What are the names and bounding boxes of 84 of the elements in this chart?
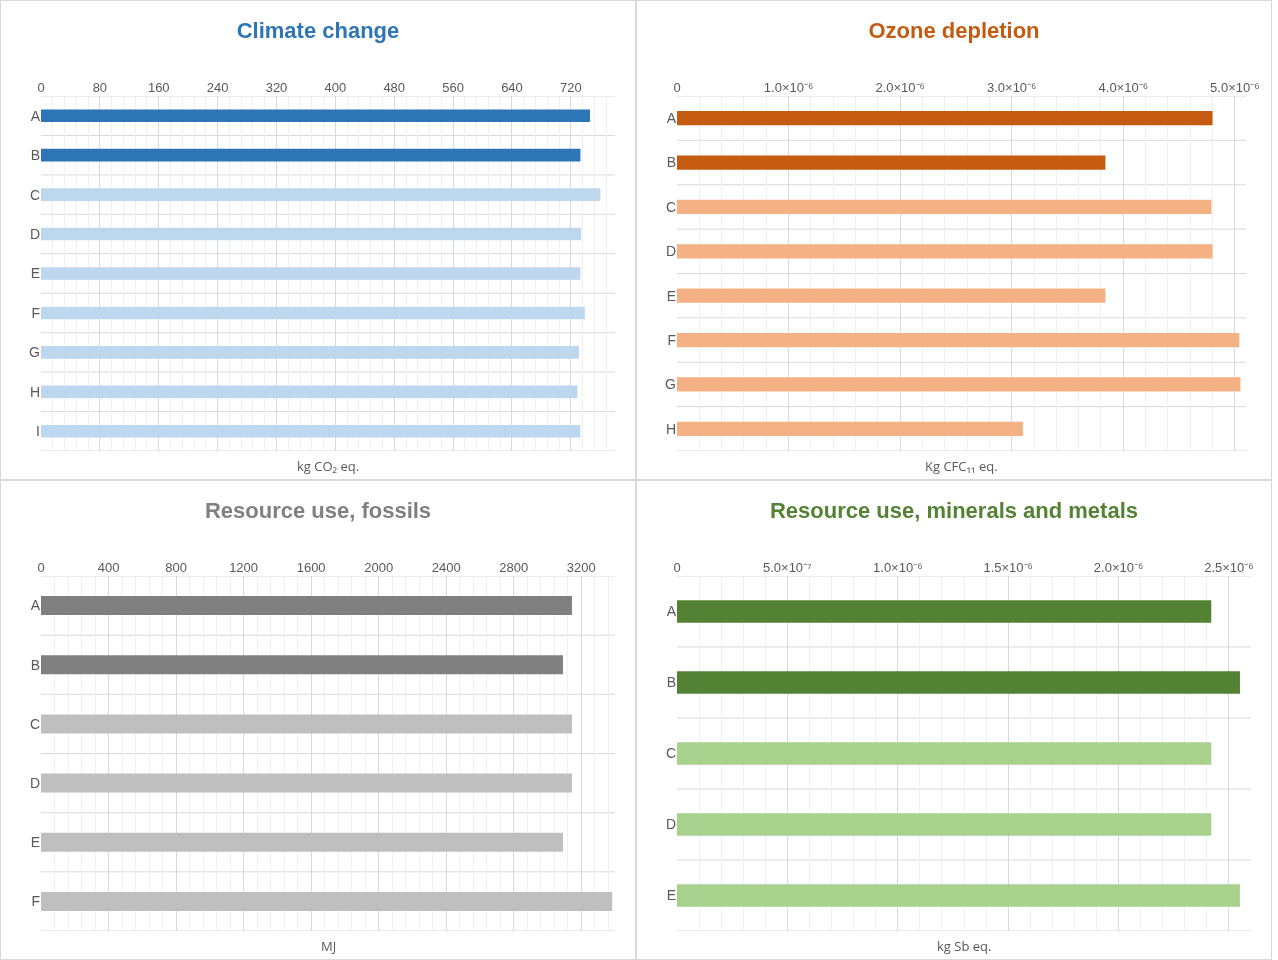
y-tick-label: D [665, 243, 676, 260]
bar [677, 111, 1213, 126]
y-tick-label: C [665, 745, 676, 762]
y-tick-label: E [30, 834, 40, 851]
y-tick-label: A [666, 603, 677, 620]
x-tick-label: 2.0×10⁻⁶ [1093, 560, 1144, 576]
bar [41, 109, 590, 123]
bar [677, 332, 1240, 348]
x-tick-label: 5.0×10⁻⁶ [1210, 80, 1260, 96]
y-tick-label: A [30, 597, 41, 614]
y-tick-label: D [29, 774, 40, 791]
x-tick-label: 3.0×10⁻⁶ [986, 80, 1037, 96]
x-tick-label: 2000 [364, 560, 394, 576]
y-tick-label: F [31, 893, 40, 910]
y-tick-label: H [665, 420, 676, 437]
x-tick-label: 1.0×10⁻⁶ [873, 560, 923, 576]
bar [677, 244, 1213, 259]
y-tick-label: G [665, 376, 676, 393]
x-axis-title: kg Sb eq. [937, 937, 992, 955]
x-tick-label: 0 [673, 80, 681, 96]
x-tick-label: 2.0×10⁻⁶ [875, 80, 925, 96]
x-tick-label: 0 [673, 560, 681, 576]
x-tick-label: 400 [324, 80, 347, 96]
x-tick-label: 1600 [296, 560, 326, 576]
y-tick-label: B [30, 147, 40, 164]
y-tick-label: D [29, 225, 40, 242]
bar [41, 227, 582, 241]
y-tick-label: E [666, 887, 676, 904]
x-tick-label: 2800 [499, 560, 529, 576]
y-tick-label: C [29, 186, 40, 203]
y-tick-label: F [667, 331, 676, 348]
y-tick-label: I [36, 423, 40, 440]
bar [677, 288, 1106, 303]
y-tick-label: B [666, 674, 676, 691]
y-tick-label: E [30, 265, 40, 282]
y-tick-label: B [666, 154, 676, 171]
x-tick-label: 5.0×10⁻⁷ [762, 560, 813, 576]
x-tick-label: 400 [97, 560, 120, 576]
x-axis-title: kg CO₂ eq. [297, 457, 360, 475]
bar [41, 385, 578, 399]
x-tick-label: 640 [501, 80, 523, 96]
bar [677, 421, 1023, 436]
x-tick-label: 1.0×10⁻⁶ [763, 80, 814, 96]
x-tick-label: 560 [442, 80, 464, 96]
x-tick-label: 320 [265, 80, 288, 96]
x-axis-title: Kg CFC₁₁ eq. [925, 457, 998, 475]
x-tick-label: 0 [37, 80, 45, 96]
y-tick-label: C [665, 198, 676, 215]
bar [41, 148, 581, 162]
chart-title: Climate change [236, 17, 400, 43]
x-tick-label: 1200 [229, 560, 259, 576]
bar [41, 346, 579, 359]
y-tick-label: A [30, 107, 41, 124]
y-tick-label: H [29, 383, 40, 400]
y-tick-label: E [666, 287, 676, 304]
x-tick-label: 4.0×10⁻⁶ [1098, 80, 1149, 96]
y-tick-label: B [30, 656, 40, 673]
bar [41, 188, 601, 201]
bar [677, 377, 1241, 392]
y-tick-label: C [29, 715, 40, 732]
bar [677, 155, 1106, 170]
x-tick-label: 240 [206, 80, 229, 96]
y-tick-label: D [665, 816, 676, 833]
x-tick-label: 800 [165, 560, 187, 576]
x-tick-label: 160 [147, 80, 170, 96]
chart-title: Resource use, minerals and metals [769, 497, 1139, 523]
x-tick-label: 1.5×10⁻⁶ [983, 560, 1033, 576]
chart-title: Resource use, fossils [204, 497, 432, 523]
y-tick-label: A [666, 110, 677, 127]
x-tick-label: 720 [560, 80, 582, 96]
x-tick-label: 2.5×10⁻⁶ [1204, 560, 1254, 576]
bar [677, 199, 1212, 215]
y-tick-label: F [31, 304, 40, 321]
x-tick-label: 0 [37, 560, 45, 576]
bar [41, 424, 581, 438]
x-tick-label: 480 [383, 80, 406, 96]
x-tick-label: 3200 [566, 560, 596, 576]
x-tick-label: 80 [92, 80, 108, 96]
bar [41, 306, 585, 320]
bar [41, 267, 581, 280]
chart-title: Ozone depletion [868, 17, 1040, 43]
y-tick-label: G [29, 344, 40, 361]
x-axis-title: MJ [321, 937, 337, 955]
x-tick-label: 2400 [431, 560, 461, 576]
